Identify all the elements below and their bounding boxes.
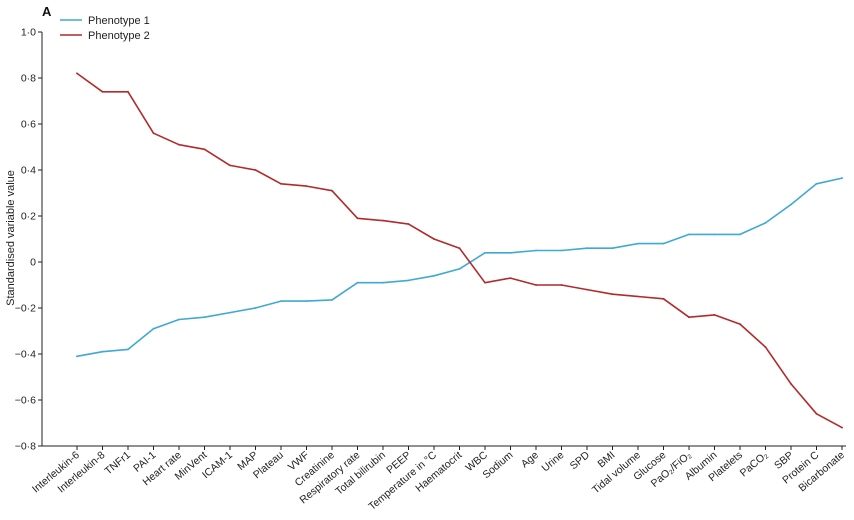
data-point-phenotype-1 [331, 299, 333, 301]
data-point-phenotype-2 [790, 383, 792, 385]
data-point-phenotype-2 [662, 297, 665, 300]
data-point-phenotype-1 [382, 281, 384, 284]
data-point-phenotype-1 [305, 300, 308, 302]
y-axis: −0·8 −0·6 −0·4 −0·2 0 0·2 0·4 0·6 0·8 1·0 [15, 27, 43, 453]
data-point-phenotype-1 [790, 203, 792, 206]
y-tick-label: 0·4 [21, 165, 36, 177]
data-point-phenotype-2 [611, 293, 614, 296]
data-point-phenotype-1 [586, 247, 588, 250]
data-point-phenotype-1 [688, 233, 690, 236]
data-point-phenotype-1 [458, 268, 461, 270]
y-tick-label: 1·0 [21, 27, 36, 39]
data-point-phenotype-2 [458, 247, 461, 250]
data-point-phenotype-1 [152, 327, 155, 330]
data-point-phenotype-2 [280, 182, 282, 185]
data-point-phenotype-1 [662, 242, 665, 245]
y-tick-label: 0·2 [21, 211, 36, 223]
data-point-phenotype-2 [484, 281, 486, 284]
data-point-phenotype-2 [433, 238, 435, 240]
data-point-phenotype-1 [254, 307, 257, 309]
data-point-phenotype-2 [560, 284, 563, 286]
data-point-phenotype-2 [841, 426, 843, 429]
x-category-label: TNFr1 [102, 449, 133, 477]
series-line-phenotype-1 [76, 177, 843, 358]
x-category-label: PaCO₂ [738, 449, 771, 479]
data-point-phenotype-2 [637, 295, 639, 298]
data-point-phenotype-2 [178, 143, 180, 146]
panel-label: A [42, 4, 52, 19]
x-axis: Interleukin-6Interleukin-8TNFr1PAI-1Hear… [30, 445, 847, 513]
data-point-phenotype-1 [280, 300, 282, 302]
data-point-phenotype-1 [535, 249, 537, 252]
data-point-phenotype-1 [178, 318, 180, 321]
data-point-phenotype-1 [76, 355, 78, 358]
y-tick-label: −0·6 [15, 395, 36, 407]
data-point-phenotype-2 [509, 277, 512, 279]
data-point-phenotype-2 [535, 284, 537, 286]
data-point-phenotype-2 [101, 90, 104, 93]
data-point-phenotype-1 [407, 279, 410, 282]
series-line-phenotype-2 [76, 72, 843, 429]
series-lines [76, 72, 843, 429]
data-point-phenotype-1 [229, 311, 231, 314]
legend-label-phenotype-1: Phenotype 1 [88, 15, 150, 27]
data-point-phenotype-1 [841, 177, 843, 179]
data-point-phenotype-2 [815, 412, 818, 415]
data-point-phenotype-2 [305, 185, 308, 188]
data-point-phenotype-1 [560, 249, 563, 252]
data-point-phenotype-1 [203, 316, 206, 319]
legend-label-phenotype-2: Phenotype 2 [88, 30, 150, 42]
data-point-phenotype-1 [101, 350, 104, 353]
y-tick-label: −0·2 [15, 303, 36, 315]
data-point-phenotype-1 [509, 251, 512, 254]
data-point-phenotype-2 [76, 72, 78, 75]
data-point-phenotype-1 [739, 233, 741, 236]
data-point-phenotype-2 [356, 217, 359, 220]
data-point-phenotype-2 [764, 346, 767, 348]
data-point-phenotype-2 [688, 316, 690, 319]
data-point-phenotype-2 [229, 164, 231, 167]
y-tick-label: 0·6 [21, 119, 36, 131]
data-point-phenotype-1 [815, 182, 818, 185]
data-point-phenotype-2 [203, 148, 206, 151]
data-point-phenotype-1 [356, 281, 359, 284]
y-axis-label: Standardised variable value [5, 170, 17, 306]
y-tick-label: −0·4 [15, 349, 36, 361]
data-point-phenotype-2 [739, 323, 741, 325]
data-point-phenotype-1 [611, 247, 614, 250]
x-category-label: Urine [539, 449, 566, 474]
data-point-phenotype-2 [586, 288, 588, 291]
x-category-label: SPD [568, 449, 593, 472]
data-point-phenotype-2 [152, 132, 155, 135]
y-tick-label: 0·8 [21, 73, 36, 85]
data-point-phenotype-1 [484, 251, 486, 254]
y-tick-label: −0·8 [15, 441, 36, 453]
data-point-phenotype-1 [127, 348, 129, 351]
legend: Phenotype 1 Phenotype 2 [60, 15, 150, 42]
data-point-phenotype-2 [254, 169, 257, 171]
data-point-phenotype-1 [764, 222, 767, 224]
data-point-phenotype-1 [637, 242, 639, 245]
data-point-phenotype-2 [407, 223, 410, 225]
data-point-phenotype-2 [713, 314, 716, 316]
data-point-phenotype-2 [382, 219, 384, 222]
data-point-phenotype-2 [331, 189, 333, 192]
data-point-phenotype-1 [713, 233, 716, 236]
y-tick-label: 0 [30, 257, 36, 269]
data-point-phenotype-2 [127, 90, 129, 93]
data-point-phenotype-1 [433, 274, 435, 277]
x-category-label: Age [519, 449, 541, 470]
